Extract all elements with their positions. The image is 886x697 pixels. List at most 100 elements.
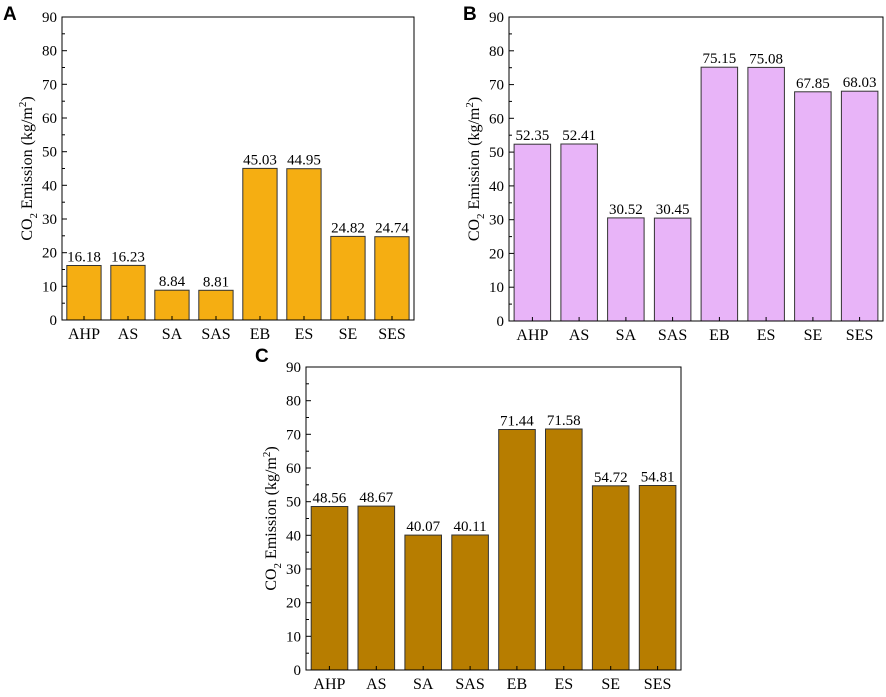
chart-panel-b: B 52.35 AHP 52.41 AS 30.52 SA 30.45 SAS 75.15 EB 75…	[463, 4, 884, 344]
y-tick-label: 20	[286, 596, 301, 612]
panel-label: B	[463, 4, 477, 25]
data-label: 16.18	[67, 250, 101, 266]
y-axis-label-part: Emission (kg/m	[263, 457, 280, 563]
y-tick-label: 10	[286, 629, 301, 645]
x-tick-label: SA	[162, 326, 183, 343]
x-tick-label: ES	[757, 327, 776, 344]
y-axis-label-part: 2	[17, 102, 29, 108]
y-tick-label: 90	[286, 360, 301, 376]
bar-eb	[242, 167, 278, 321]
x-tick-label: SA	[413, 676, 434, 693]
y-tick-label: 70	[489, 78, 504, 94]
data-label: 54.81	[641, 470, 675, 486]
x-tick-label: AS	[366, 676, 386, 693]
data-label: 52.41	[562, 128, 596, 144]
y-tick-label: 60	[489, 111, 504, 127]
y-tick-label: 70	[42, 77, 57, 93]
data-label: 75.15	[703, 51, 737, 67]
chart-panel-a: A 16.18 AHP 16.23 AS 8.84 SA 8.81 SAS 45.03 EB 44.9…	[3, 4, 415, 343]
bar-es	[545, 428, 583, 671]
bar-sa	[404, 534, 442, 671]
y-tick-label: 80	[42, 44, 57, 60]
x-tick-label: SAS	[658, 327, 687, 344]
bar-as	[357, 505, 396, 671]
y-axis-label-part: 2	[28, 213, 40, 219]
x-tick-label: SE	[339, 326, 358, 343]
bar-eb	[498, 429, 536, 671]
data-label: 40.11	[453, 519, 486, 535]
y-tick-label: 0	[497, 314, 505, 330]
y-axis-label-part: CO	[263, 568, 280, 590]
bar-sa	[607, 217, 645, 322]
x-tick-label: AS	[569, 327, 589, 344]
data-label: 8.81	[203, 274, 229, 290]
x-tick-label: SE	[601, 676, 620, 693]
data-label: 75.08	[749, 51, 783, 67]
bar-sas	[451, 534, 489, 671]
y-tick-label: 0	[294, 663, 302, 679]
x-tick-label: SES	[644, 676, 672, 693]
y-tick-label: 10	[42, 279, 57, 295]
y-tick-label: 50	[42, 145, 57, 161]
bar-as	[560, 143, 598, 322]
y-tick-label: 30	[489, 213, 504, 229]
y-tick-label: 90	[489, 10, 504, 26]
bar-eb	[700, 66, 739, 322]
y-tick-label: 50	[286, 495, 301, 511]
y-axis-label-part: 2	[475, 213, 487, 219]
data-label: 16.23	[111, 249, 145, 265]
x-tick-label: SA	[616, 327, 637, 344]
y-axis-label-part: 2	[464, 102, 476, 108]
bar-sa	[154, 289, 190, 321]
bar-se	[591, 485, 630, 671]
x-tick-label: AHP	[68, 326, 100, 343]
x-tick-label: AHP	[516, 327, 548, 344]
y-axis-label-part: )	[19, 96, 36, 101]
x-tick-label: SES	[846, 327, 874, 344]
bar-se	[330, 235, 366, 321]
bar-sas	[653, 217, 692, 322]
y-tick-label: 20	[489, 246, 504, 262]
y-axis-label-part: 2	[272, 563, 284, 569]
x-tick-label: EB	[250, 326, 270, 343]
y-axis-label: CO2 Emission (kg/m2)	[261, 446, 284, 590]
x-tick-label: AS	[118, 326, 138, 343]
y-axis-label-part: CO	[19, 218, 36, 240]
data-label: 48.56	[313, 491, 347, 507]
bar-ahp	[310, 506, 349, 671]
data-label: 48.67	[359, 490, 393, 506]
bar-es	[747, 66, 785, 322]
x-tick-label: ES	[554, 676, 573, 693]
data-label: 44.95	[287, 153, 321, 169]
x-tick-label: SAS	[455, 676, 484, 693]
y-axis-label-part: )	[466, 97, 483, 102]
y-axis-label-part: Emission (kg/m	[19, 107, 36, 213]
x-tick-label: SE	[804, 327, 823, 344]
y-axis-label-part: Emission (kg/m	[466, 107, 483, 213]
data-label: 45.03	[243, 152, 277, 168]
data-label: 30.45	[656, 202, 690, 218]
data-label: 68.03	[843, 75, 877, 91]
x-tick-label: EB	[507, 676, 527, 693]
data-label: 24.82	[331, 220, 365, 236]
bar-se	[794, 91, 832, 322]
y-tick-label: 20	[42, 246, 57, 262]
y-tick-label: 60	[286, 461, 301, 477]
y-tick-label: 40	[286, 528, 301, 544]
y-tick-label: 0	[50, 313, 58, 329]
bar-ahp	[66, 265, 102, 321]
chart-panel-c: C 48.56 AHP 48.67 AS 40.07 SA 40.11 SAS 71.44 EB 71…	[255, 346, 682, 693]
panel-label: A	[3, 4, 17, 25]
x-tick-label: AHP	[313, 676, 345, 693]
x-tick-label: SES	[378, 326, 406, 343]
bar-ahp	[513, 143, 552, 322]
data-label: 67.85	[796, 76, 830, 92]
y-tick-label: 60	[42, 111, 57, 127]
y-tick-label: 70	[286, 427, 301, 443]
bar-as	[110, 264, 146, 321]
bar-es	[286, 168, 322, 321]
data-label: 71.58	[547, 413, 581, 429]
bar-sas	[198, 289, 234, 321]
bar-ses	[638, 485, 677, 671]
